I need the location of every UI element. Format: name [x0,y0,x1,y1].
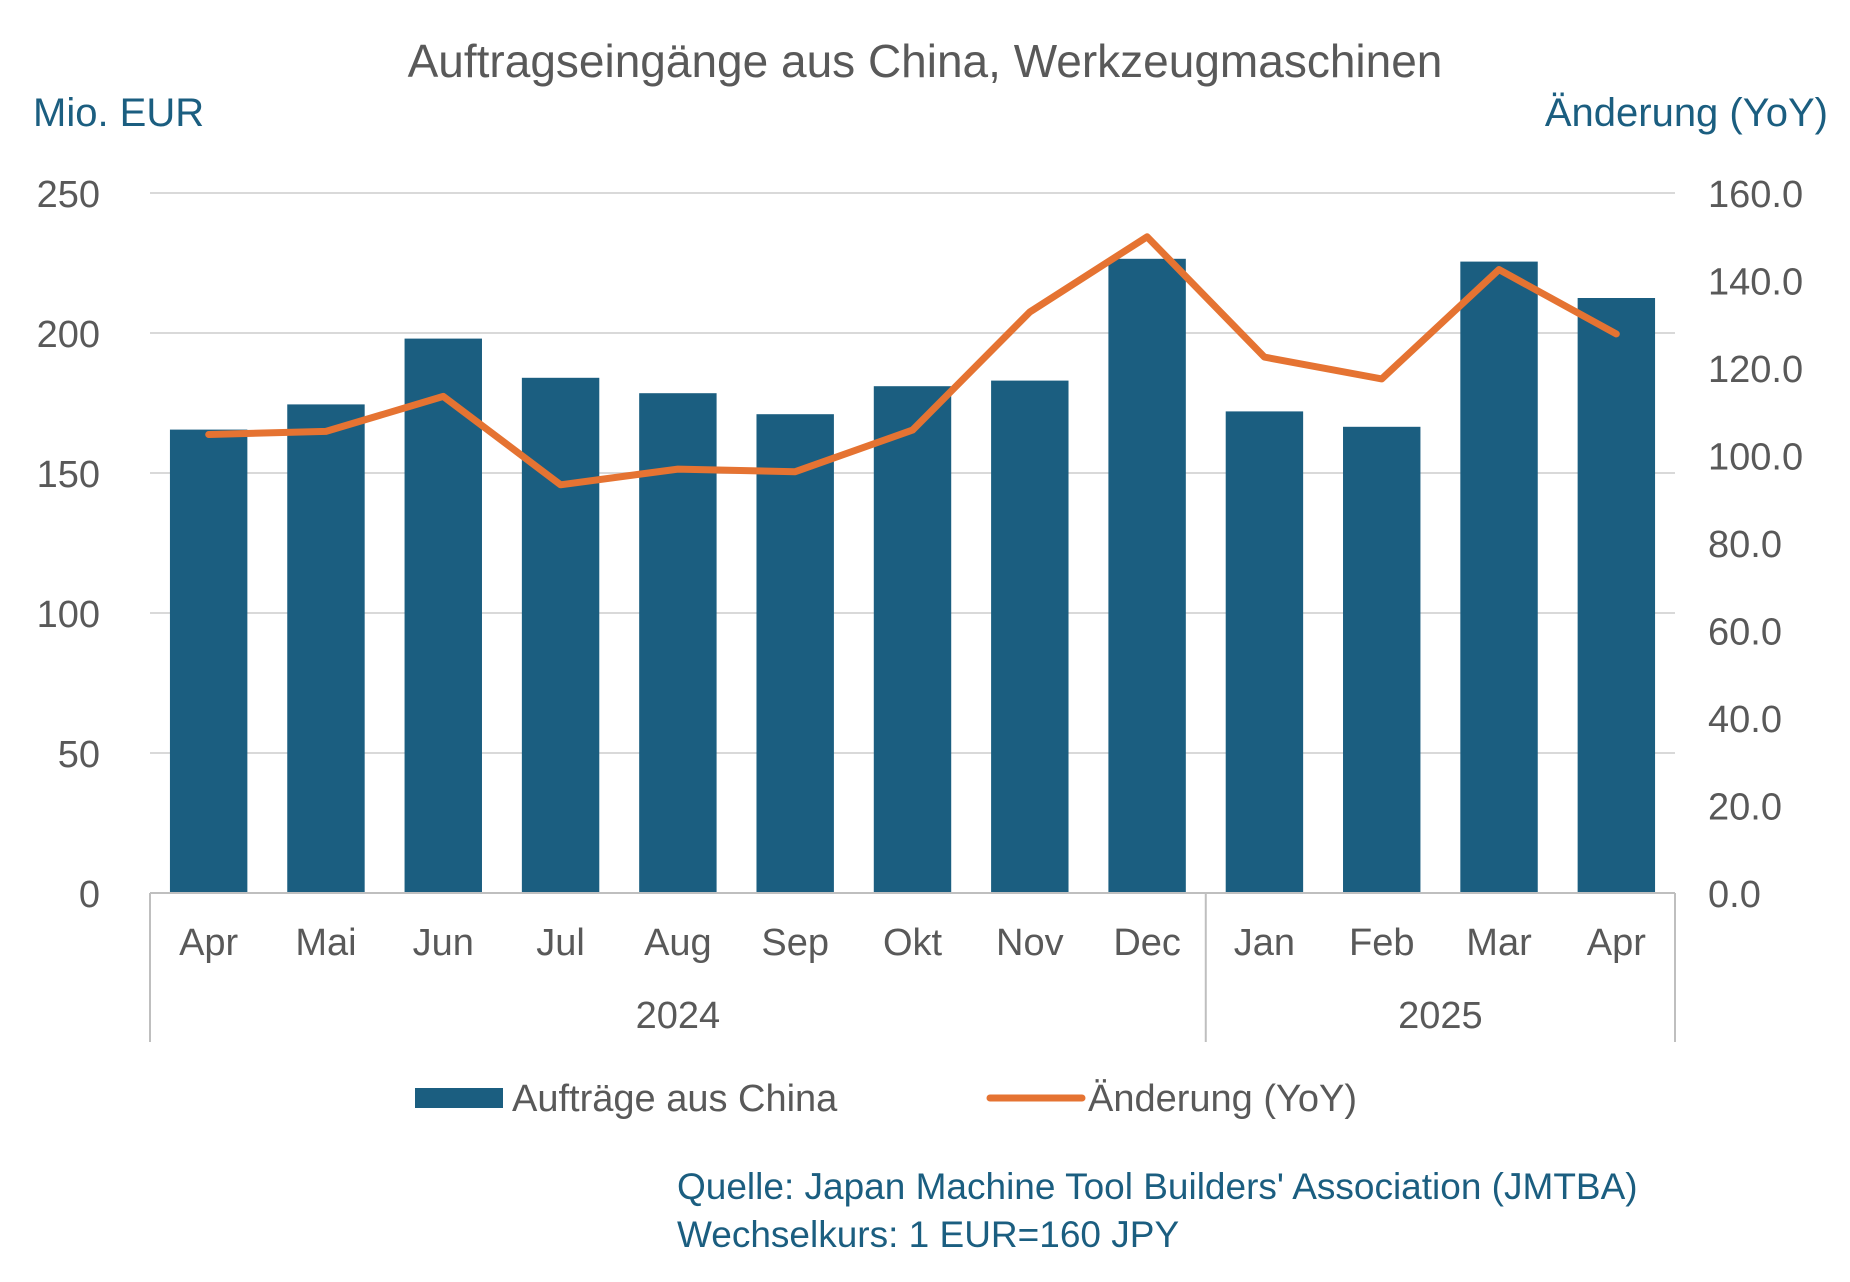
y-left-tick-label: 150 [37,454,100,496]
x-tick-label: Apr [1587,922,1646,964]
y-right-tick-label: 60.0 [1708,612,1782,654]
bar [639,393,717,893]
bar [1225,411,1304,893]
y-right-tick-label: 20.0 [1708,787,1782,829]
exchange-rate-note: Wechselkurs: 1 EUR=160 JPY [677,1214,1179,1255]
bar [991,380,1069,894]
x-tick-label: Mar [1466,922,1532,964]
y-left-axis-title: Mio. EUR [33,91,204,135]
legend-label-line: Änderung (YoY) [1088,1078,1357,1120]
y-left-axis: 0 50 100 150 200 250 [37,174,100,916]
bar [873,386,952,893]
x-tick-label: Mai [295,922,356,964]
x-tick-label: Nov [996,922,1064,964]
bar [1108,258,1186,893]
y-right-tick-label: 40.0 [1708,699,1782,741]
x-tick-label: Feb [1349,922,1414,964]
y-left-tick-label: 50 [58,734,100,776]
y-right-tick-label: 80.0 [1708,524,1782,566]
legend: Aufträge aus China Änderung (YoY) [415,1078,1357,1120]
x-group-label: 2024 [636,995,721,1037]
y-left-tick-label: 250 [37,174,100,216]
bar-series [169,258,1656,894]
source-note: Quelle: Japan Machine Tool Builders' Ass… [677,1166,1638,1207]
x-tick-label: Jan [1234,922,1295,964]
x-tick-label: Jun [413,922,474,964]
y-right-tick-label: 160.0 [1708,174,1803,216]
y-right-tick-label: 0.0 [1708,874,1761,916]
x-group-label: 2025 [1398,995,1483,1037]
x-tick-label: Jul [536,922,585,964]
y-left-tick-label: 0 [79,874,100,916]
y-right-tick-label: 120.0 [1708,349,1803,391]
x-tick-label: Aug [644,922,712,964]
line-series [205,233,1620,489]
y-right-tick-label: 100.0 [1708,437,1803,479]
y-right-tick-label: 140.0 [1708,262,1803,304]
x-tick-label: Sep [761,922,829,964]
y-left-tick-label: 100 [37,594,100,636]
legend-swatch-bar [415,1088,503,1108]
bar [756,414,834,893]
y-right-axis-title: Änderung (YoY) [1545,91,1828,135]
bar [1577,298,1656,893]
bar [521,377,600,893]
x-axis: Apr Mai Jun Jul Aug Sep Okt Nov Dec Jan Feb Mar Apr 2… [149,892,1676,1042]
bar [169,429,248,893]
y-right-axis: 0.0 20.0 40.0 60.0 80.0 100.0 120.0 140.0 160.0 [1708,174,1803,916]
bar [287,404,365,893]
legend-label-bar: Aufträge aus China [512,1078,838,1120]
bar [1460,261,1538,894]
x-tick-label: Apr [179,922,238,964]
bar [404,338,482,894]
chart-title: Auftragseingänge aus China, Werkzeugmasc… [408,35,1443,87]
x-tick-label: Okt [883,922,943,964]
bar [1343,426,1421,893]
y-left-tick-label: 200 [37,314,100,356]
x-tick-label: Dec [1113,922,1181,964]
